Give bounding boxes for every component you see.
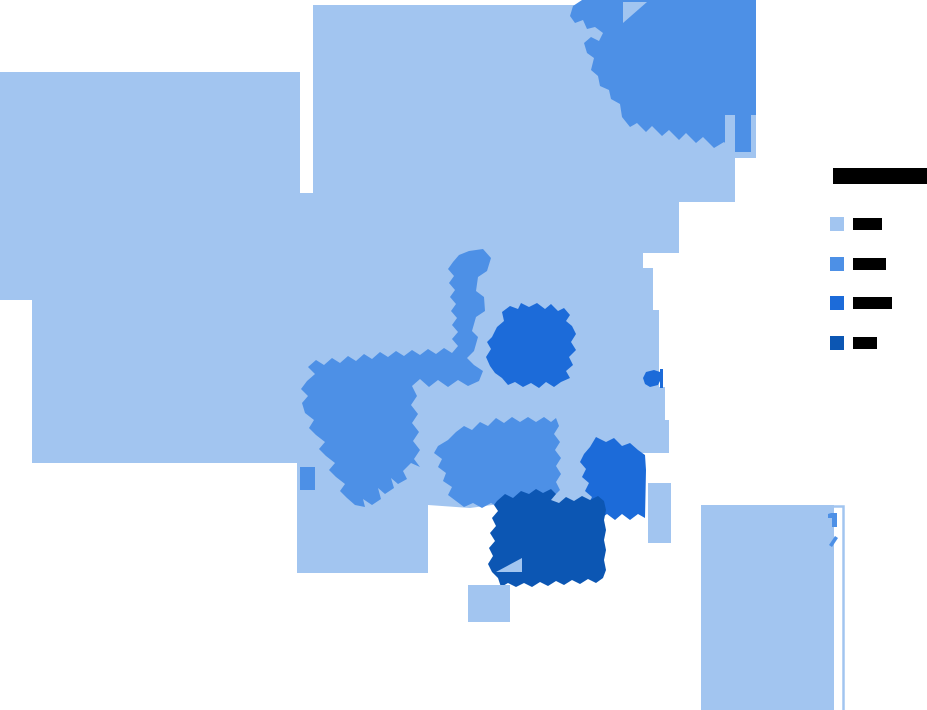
legend-title-redacted-block — [833, 168, 927, 184]
map-region-coastal-city-dot — [643, 370, 661, 387]
inset-island-mark-1 — [828, 513, 837, 527]
legend — [830, 168, 927, 368]
inset-fill — [701, 505, 834, 710]
inset-island-mark-2 — [829, 536, 838, 547]
map-region-small-square — [300, 467, 315, 490]
map-region-northeast — [570, 0, 756, 152]
map-region-main-landmass — [0, 0, 756, 573]
inset-border — [701, 505, 845, 710]
map-region-north-central-plain — [486, 303, 576, 388]
map-region-eastern-island — [648, 483, 671, 543]
legend-swatch-1 — [830, 217, 844, 231]
legend-label-1-redacted-block — [853, 218, 882, 230]
map-region-south-central — [434, 417, 561, 508]
map-northeast-light-inlier — [725, 115, 735, 152]
map-region-south-coast — [488, 489, 606, 587]
legend-swatch-3 — [830, 296, 844, 310]
legend-label-3-redacted-block — [853, 297, 892, 309]
legend-label-2-redacted-block — [853, 258, 886, 270]
map-south-coast-light-wedge — [496, 558, 522, 572]
map-region-central-west — [301, 249, 491, 507]
map-inset-box — [701, 505, 845, 710]
legend-label-4-redacted-block — [853, 337, 877, 349]
map-coastal-city-tick — [660, 369, 663, 388]
legend-swatch-4 — [830, 336, 844, 350]
map-northeast-light-notch — [623, 2, 647, 23]
map-region-southern-island — [468, 585, 510, 622]
legend-swatch-2 — [830, 257, 844, 271]
